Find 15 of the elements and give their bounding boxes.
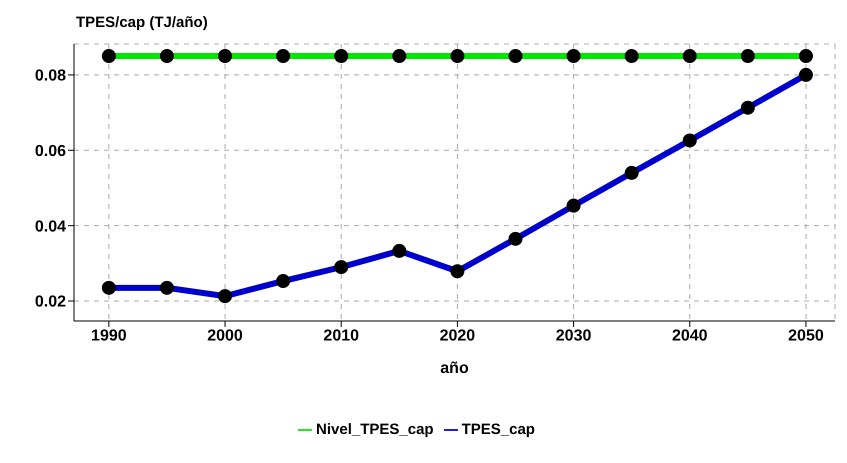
legend-label: TPES_cap [462,421,535,438]
y-tick-label: 0.08 [34,68,66,85]
legend-label: Nivel_TPES_cap [316,421,434,438]
chart-title: TPES/cap (TJ/año) [76,14,208,31]
x-tick-label: 2040 [672,327,708,344]
y-tick-label: 0.02 [34,294,66,311]
x-tick-label: 2050 [788,327,824,344]
x-axis-title: año [440,360,469,377]
x-tick-label: 2010 [323,327,360,344]
x-tick-label: 2000 [207,327,243,344]
x-tick-label: 2020 [440,327,476,344]
y-tick-label: 0.04 [34,218,66,236]
x-tick-label: 2030 [556,327,592,344]
y-tick-label: 0.06 [34,142,66,160]
x-tick-label: 1990 [91,327,127,344]
